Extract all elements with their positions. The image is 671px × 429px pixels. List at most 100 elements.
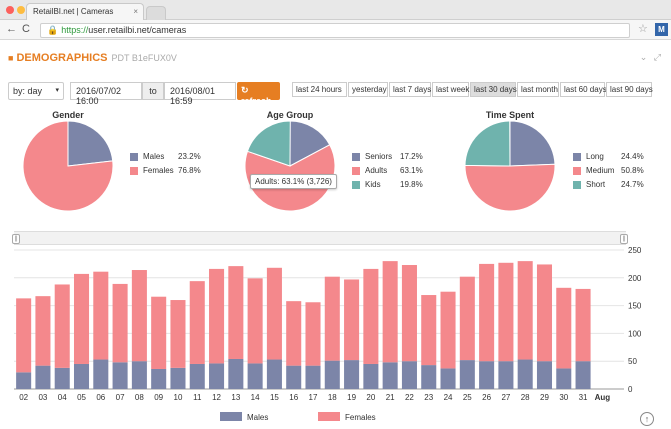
legend-swatch-males[interactable] [220,412,242,421]
preset-button[interactable]: last 30 days [470,82,517,97]
bar-females[interactable] [401,265,417,362]
bar-females[interactable] [344,279,360,361]
x-tick-label: Aug [595,393,611,402]
bar-males[interactable] [517,359,533,389]
bar-females[interactable] [247,278,263,364]
x-tick-label: 10 [174,393,183,402]
bar-females[interactable] [16,298,32,373]
bar-males[interactable] [575,361,591,389]
pie-slice-females[interactable] [22,120,114,212]
date-from-input[interactable]: 2016/07/02 16:00 [70,82,142,106]
bar-males[interactable] [536,361,553,389]
bar-males[interactable] [286,365,302,389]
bar-females[interactable] [93,271,109,360]
refresh-button[interactable]: ↻ refresh [237,82,280,106]
y-tick-label: 250 [628,246,642,255]
bar-females[interactable] [324,276,340,361]
bar-males[interactable] [209,363,225,389]
bar-males[interactable] [266,359,282,389]
minimize-window-icon[interactable] [17,6,25,14]
pie-slice-short[interactable] [464,120,511,167]
range-handle-right[interactable]: || [620,234,628,244]
bar-males[interactable] [112,362,128,389]
preset-button[interactable]: last month [517,82,559,97]
bar-males[interactable] [73,363,90,389]
back-icon[interactable]: ← [6,23,17,35]
range-scroller[interactable]: || || [12,231,628,245]
bar-males[interactable] [363,363,379,389]
bar-males[interactable] [54,367,70,389]
preset-button[interactable]: last 60 days [560,82,607,97]
date-to-input[interactable]: 2016/08/01 16:59 [164,82,236,106]
bar-males[interactable] [35,365,51,389]
bar-males[interactable] [324,360,340,389]
bar-females[interactable] [575,288,591,362]
bar-females[interactable] [228,266,244,359]
bar-females[interactable] [73,273,90,364]
bar-males[interactable] [556,368,572,389]
preset-button[interactable]: yesterday [348,82,388,97]
bar-females[interactable] [421,295,437,366]
interval-select[interactable]: by: day ▾ [8,82,64,100]
bar-males[interactable] [170,367,186,389]
bar-males[interactable] [93,359,109,389]
tab-close-icon[interactable]: × [133,7,138,16]
preset-button[interactable]: last 24 hours [292,82,347,97]
bar-females[interactable] [112,283,128,363]
bar-males[interactable] [16,372,32,389]
new-tab-button[interactable] [146,6,166,20]
bar-females[interactable] [189,281,205,364]
bar-females[interactable] [498,262,514,362]
preset-button[interactable]: last week [432,82,469,97]
bar-females[interactable] [151,296,167,369]
bookmark-star-icon[interactable]: ☆ [638,23,648,35]
preset-button[interactable]: last 90 days [606,82,653,97]
extension-icon[interactable]: M [655,23,668,36]
bar-males[interactable] [189,363,205,389]
bar-males[interactable] [440,368,456,389]
expand-icon[interactable]: ⤢ [653,52,661,62]
browser-tab[interactable]: RetailBI.net | Cameras × [26,3,144,20]
bar-males[interactable] [131,361,147,389]
bar-females[interactable] [382,261,398,363]
bar-females[interactable] [363,268,379,364]
bar-males[interactable] [459,360,475,389]
bar-females[interactable] [440,291,456,369]
bar-males[interactable] [228,358,244,389]
bar-males[interactable] [401,361,417,389]
bar-males[interactable] [151,368,167,389]
scroll-top-icon[interactable]: ↑ [640,412,654,426]
pie-slice-males[interactable] [67,120,114,167]
bar-females[interactable] [170,300,186,368]
bar-females[interactable] [209,268,225,364]
bar-males[interactable] [382,362,398,389]
bar-females[interactable] [305,302,321,366]
pie-slice-kids[interactable] [246,120,291,167]
bar-males[interactable] [479,361,495,389]
bar-females[interactable] [35,296,51,366]
reload-icon[interactable]: C [22,23,30,35]
bar-males[interactable] [247,363,263,389]
bar-males[interactable] [344,360,360,389]
bar-females[interactable] [517,261,533,360]
bar-females[interactable] [536,264,553,362]
bar-females[interactable] [286,301,302,366]
pie-slice-seniors[interactable] [289,120,331,167]
bar-males[interactable] [305,365,321,389]
pie-slice-medium[interactable] [464,163,556,212]
bar-females[interactable] [54,284,70,368]
legend-swatch-females[interactable] [318,412,340,421]
bar-females[interactable] [266,267,282,360]
bar-females[interactable] [556,287,572,369]
bar-females[interactable] [479,263,495,362]
range-handle-left[interactable]: || [12,234,20,244]
bar-females[interactable] [131,270,147,362]
collapse-icon[interactable]: ⌄ [639,52,648,62]
address-bar[interactable]: 🔒 https://user.retailbi.net/cameras [40,23,630,38]
preset-button[interactable]: last 7 days [389,82,431,97]
bar-females[interactable] [459,276,475,361]
bar-males[interactable] [498,361,514,389]
close-window-icon[interactable] [6,6,14,14]
pie-slice-long[interactable] [509,120,556,167]
bar-males[interactable] [421,365,437,389]
